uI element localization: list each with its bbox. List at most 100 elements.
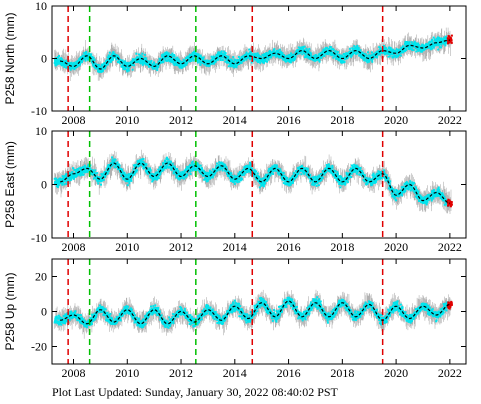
daily-point xyxy=(249,164,252,167)
daily-point xyxy=(349,53,352,56)
daily-point xyxy=(395,48,398,51)
daily-point xyxy=(437,48,440,51)
daily-point xyxy=(101,70,104,72)
daily-point xyxy=(305,47,308,50)
daily-point xyxy=(72,66,75,69)
daily-point xyxy=(204,171,207,174)
daily-point xyxy=(138,56,141,59)
daily-point xyxy=(110,60,113,63)
daily-point xyxy=(430,42,433,45)
daily-point xyxy=(199,164,202,167)
daily-point xyxy=(445,35,448,38)
daily-point xyxy=(54,59,57,62)
daily-point xyxy=(431,38,433,41)
daily-point xyxy=(383,48,386,51)
daily-point xyxy=(427,42,430,45)
daily-point xyxy=(267,178,270,181)
daily-point xyxy=(264,60,267,63)
daily-point xyxy=(118,56,120,59)
daily-point xyxy=(421,50,423,53)
daily-point xyxy=(124,60,127,63)
daily-point xyxy=(154,177,157,180)
daily-point xyxy=(53,62,56,64)
daily-point xyxy=(92,59,95,62)
recent-point xyxy=(450,39,453,42)
daily-point xyxy=(417,44,420,46)
daily-point xyxy=(272,169,275,172)
daily-point xyxy=(329,48,331,51)
daily-point xyxy=(196,162,199,165)
daily-point xyxy=(164,58,167,61)
daily-point xyxy=(70,176,73,179)
daily-point xyxy=(123,62,126,65)
daily-point xyxy=(424,47,427,50)
daily-point xyxy=(191,58,194,60)
daily-point xyxy=(84,166,87,169)
daily-point xyxy=(205,64,208,67)
daily-point xyxy=(55,185,58,187)
daily-point xyxy=(129,172,132,175)
daily-point xyxy=(139,62,142,65)
daily-point xyxy=(143,62,146,64)
daily-point xyxy=(130,177,133,180)
daily-point xyxy=(69,62,72,65)
daily-point xyxy=(65,61,68,63)
daily-point xyxy=(320,51,323,54)
daily-point xyxy=(63,65,66,68)
daily-point xyxy=(231,59,233,62)
daily-point xyxy=(158,57,161,60)
daily-point xyxy=(73,68,76,71)
daily-point xyxy=(324,47,327,50)
daily-point xyxy=(166,158,169,161)
daily-point xyxy=(363,59,366,62)
daily-point xyxy=(207,178,210,181)
daily-point xyxy=(78,167,81,170)
daily-point xyxy=(219,59,222,61)
daily-point xyxy=(184,168,187,171)
daily-point xyxy=(171,52,174,55)
daily-point xyxy=(233,60,235,63)
daily-point xyxy=(412,49,415,52)
daily-point xyxy=(105,59,108,62)
daily-point xyxy=(58,60,61,63)
daily-point xyxy=(225,165,228,168)
daily-point xyxy=(250,61,253,64)
daily-point xyxy=(162,61,165,64)
daily-point xyxy=(109,55,112,58)
daily-point xyxy=(167,52,170,55)
daily-point xyxy=(137,60,140,63)
daily-point xyxy=(439,42,442,45)
daily-point xyxy=(202,56,205,59)
daily-point xyxy=(369,55,372,58)
daily-point xyxy=(284,58,287,61)
daily-point xyxy=(413,43,416,46)
daily-point xyxy=(213,60,216,63)
daily-point xyxy=(86,170,89,173)
daily-point xyxy=(279,53,282,56)
daily-point xyxy=(125,65,128,68)
daily-point xyxy=(218,51,220,54)
daily-point xyxy=(273,164,276,167)
daily-point xyxy=(180,64,183,67)
daily-point xyxy=(288,54,291,57)
daily-point xyxy=(437,38,440,41)
daily-point xyxy=(238,180,241,183)
daily-point xyxy=(77,168,79,171)
daily-point xyxy=(421,43,424,46)
daily-point xyxy=(282,54,285,56)
daily-point xyxy=(106,56,109,59)
daily-point xyxy=(211,176,214,179)
daily-point xyxy=(435,37,438,40)
daily-point xyxy=(139,159,142,161)
daily-point xyxy=(444,41,446,44)
daily-point xyxy=(111,156,114,159)
daily-point xyxy=(87,166,90,168)
daily-point xyxy=(92,57,95,60)
daily-point xyxy=(68,177,71,180)
daily-point xyxy=(174,170,177,173)
daily-point xyxy=(55,177,58,180)
daily-point xyxy=(59,63,62,66)
daily-point xyxy=(65,182,68,185)
daily-point xyxy=(75,175,78,178)
daily-point xyxy=(346,52,349,55)
